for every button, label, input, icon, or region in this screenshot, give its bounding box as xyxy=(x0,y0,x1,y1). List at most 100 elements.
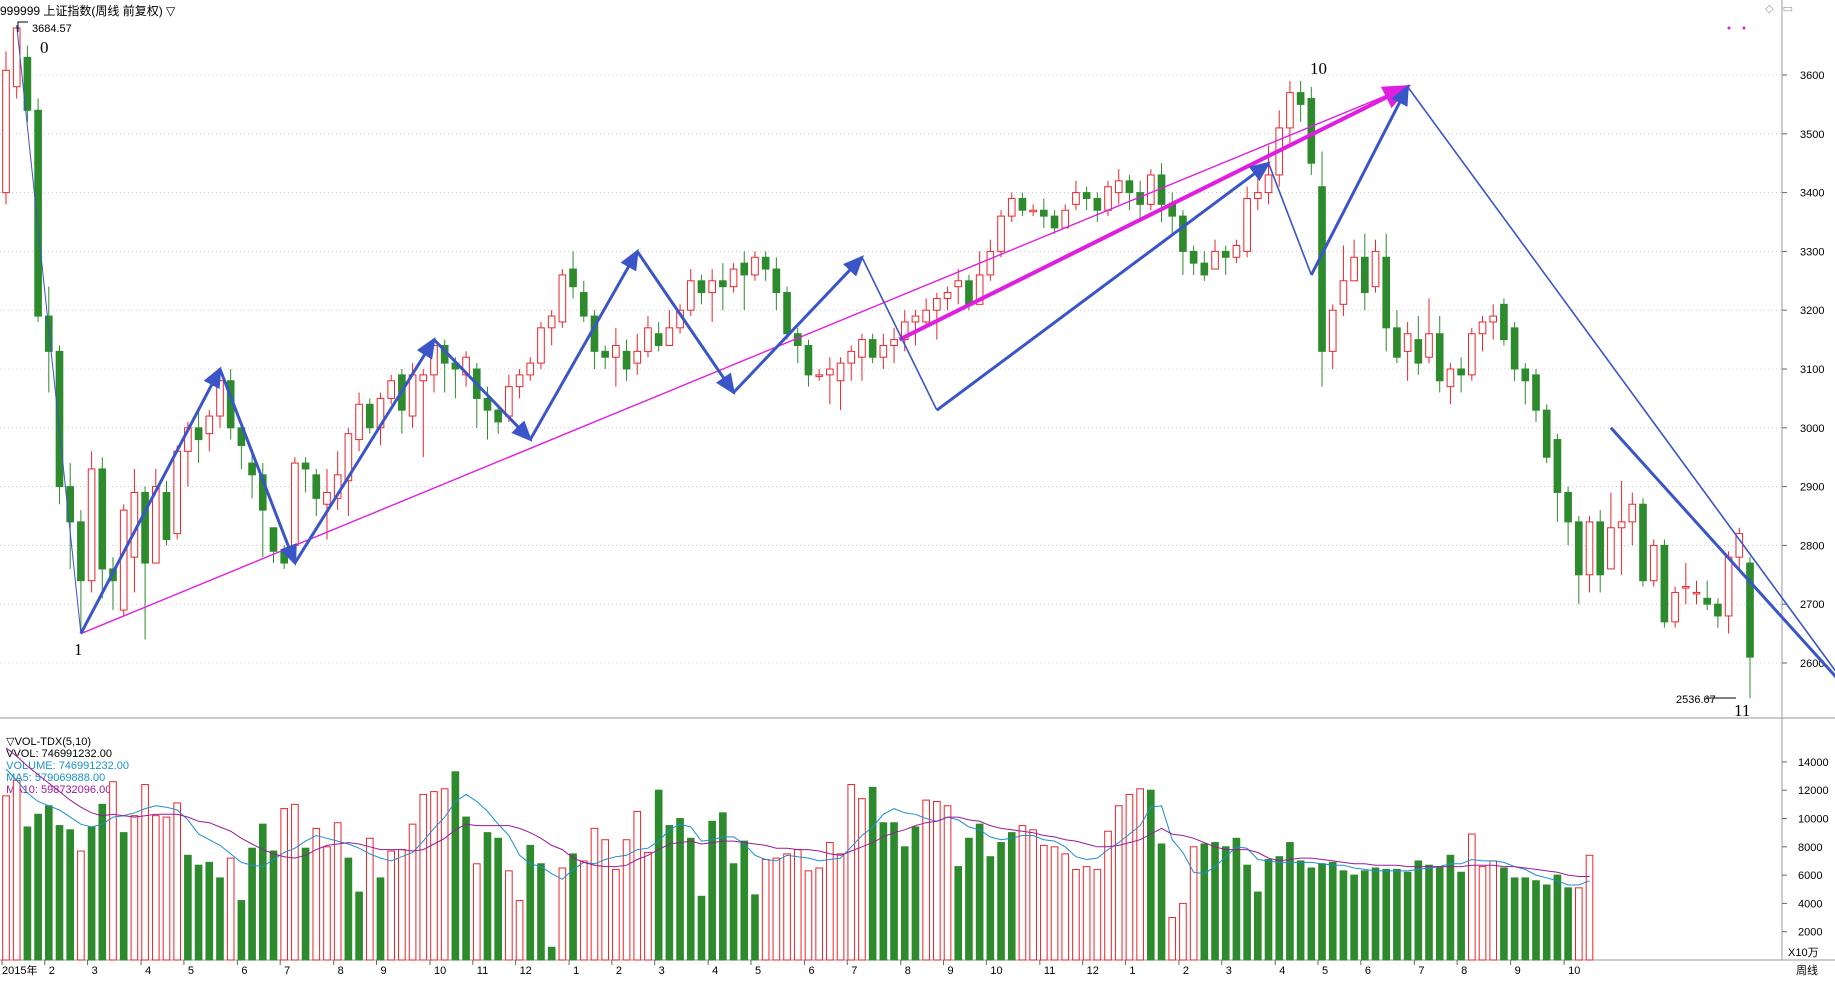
candle xyxy=(205,410,214,452)
candle xyxy=(751,251,759,281)
window-controls: ◇ ▭ xyxy=(1759,2,1793,15)
candle xyxy=(119,504,128,616)
volume-bar-down xyxy=(868,786,877,961)
candle-body-up xyxy=(1286,92,1294,129)
candle-body-up xyxy=(526,362,535,376)
candle xyxy=(1714,598,1722,628)
candle xyxy=(291,457,299,552)
candle-body-up xyxy=(975,274,984,305)
time-tick-label: 10 xyxy=(1568,965,1580,977)
price-chart[interactable]: 2600 2700 2800 2900 3000 3100 3200 3300 3400 3500… xyxy=(0,0,1835,720)
candle-body-up xyxy=(1425,333,1433,358)
volume-bar-up xyxy=(1093,868,1102,961)
candle xyxy=(612,327,620,387)
volume-bar-up xyxy=(612,868,620,961)
candle-body-up xyxy=(323,491,331,505)
candle xyxy=(697,274,706,305)
volume-bar-down xyxy=(205,861,214,961)
time-tick-label: 12 xyxy=(520,965,532,977)
candle xyxy=(55,345,64,505)
volume-bar-up xyxy=(472,863,481,961)
candle xyxy=(472,363,481,428)
candle xyxy=(783,286,791,340)
candle-body-up xyxy=(633,350,642,364)
wave-leg xyxy=(16,25,82,634)
candle-body-down xyxy=(601,350,609,358)
candle-body-down xyxy=(1179,215,1187,252)
candle-body-up xyxy=(1104,186,1112,211)
volume-tick-label: 12000 xyxy=(1798,785,1829,797)
volume-bar-down xyxy=(1457,871,1465,961)
volume-tick-label: 6000 xyxy=(1798,870,1822,882)
candle xyxy=(772,257,781,311)
time-tick-label: 2 xyxy=(49,965,55,977)
volume-bar-down xyxy=(751,894,759,961)
candle-body-up xyxy=(387,380,395,399)
candle-body-down xyxy=(868,339,877,358)
volume-bar-up xyxy=(1574,887,1583,961)
candle xyxy=(419,369,428,458)
price-tick-label: 3200 xyxy=(1800,305,1824,317)
volume-bar-up xyxy=(419,793,428,961)
diamond-icon[interactable]: ◇ xyxy=(1765,3,1774,15)
candle-body-up xyxy=(1403,333,1412,352)
candle-body-up xyxy=(997,215,1005,252)
channel-line-upper xyxy=(898,84,1412,342)
candle-body-up xyxy=(751,256,759,276)
candle xyxy=(526,357,535,381)
volume-bar-down xyxy=(997,842,1005,961)
volume-bar-up xyxy=(77,850,85,961)
candle-body-up xyxy=(173,450,182,535)
volume-bar-down xyxy=(1200,843,1209,961)
candle-body-up xyxy=(344,433,353,482)
candle-body-down xyxy=(772,268,781,294)
candle xyxy=(1339,245,1348,317)
candle-body-up xyxy=(815,374,823,377)
candle-body-up xyxy=(1724,556,1733,617)
candle xyxy=(1649,539,1658,587)
candle xyxy=(1585,516,1594,593)
candle-body-up xyxy=(1232,245,1241,258)
volume-chart[interactable]: 2000 4000 6000 8000 10000 12000 14000 X10万 2015年… xyxy=(0,720,1835,981)
high-marker-pointer xyxy=(17,21,28,32)
volume-bar-down xyxy=(87,826,96,961)
ma5-line xyxy=(5,768,1590,886)
volume-bar-up xyxy=(826,842,834,961)
candle-body-up xyxy=(847,350,856,364)
candle xyxy=(387,374,395,405)
period-label: 周线 xyxy=(1796,963,1818,977)
candle-body-up xyxy=(1254,192,1262,199)
volume-bar-down xyxy=(494,837,502,961)
candle-body-down xyxy=(1521,368,1530,382)
ma5-value: MA5: 579069888.00 xyxy=(6,772,106,784)
volume-bar-down xyxy=(1296,860,1305,961)
volume-bar-down xyxy=(1500,867,1508,961)
restore-icon[interactable]: ▭ xyxy=(1782,3,1793,15)
candle xyxy=(1671,586,1679,628)
volume-bar-up xyxy=(291,803,299,961)
volume-unit-label: X10万 xyxy=(1788,947,1819,959)
time-tick-label: 8 xyxy=(905,965,911,977)
volume-tick-label: 10000 xyxy=(1798,814,1829,826)
candle-body-down xyxy=(1574,521,1583,576)
volume-bar-down xyxy=(451,771,460,961)
volume-bar-up xyxy=(141,784,149,961)
time-tick-label: 10 xyxy=(990,965,1002,977)
volume-bar-down xyxy=(355,891,363,961)
candle xyxy=(1414,316,1423,375)
volume-bar-down xyxy=(697,895,706,961)
candle-body-down xyxy=(1500,303,1508,341)
wave-leg xyxy=(1267,162,1313,276)
volume-indicator-title[interactable]: ▽VOL-TDX(5,10) xyxy=(6,736,91,748)
volume-bar-down xyxy=(237,900,246,961)
candle xyxy=(601,345,609,369)
candle-body-up xyxy=(943,292,952,299)
candle-body-down xyxy=(365,403,374,429)
candle-body-down xyxy=(23,56,32,111)
volume-bar-up xyxy=(333,822,342,961)
volume-bar-down xyxy=(547,946,556,961)
volume-bar-down xyxy=(900,846,909,961)
volume-bar-up xyxy=(173,802,182,961)
candle xyxy=(1189,245,1198,275)
candle xyxy=(1639,498,1647,587)
